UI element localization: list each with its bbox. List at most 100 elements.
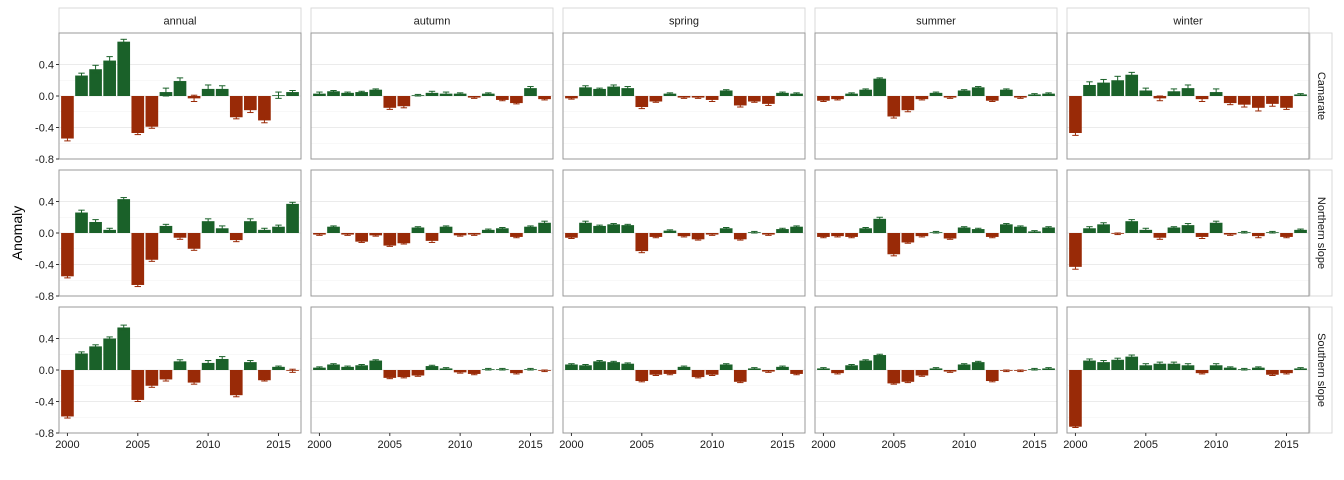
error-bar-2007 bbox=[162, 87, 170, 97]
bar-2001 bbox=[831, 96, 844, 100]
bar-2013 bbox=[496, 96, 509, 100]
bar-2010 bbox=[957, 227, 971, 233]
error-bar-2010 bbox=[1212, 220, 1220, 225]
bar-2006 bbox=[649, 233, 663, 237]
error-bar-2010 bbox=[456, 371, 464, 374]
error-bar-2004 bbox=[120, 324, 127, 331]
bar-2006 bbox=[1153, 233, 1167, 238]
bar-2011 bbox=[215, 358, 229, 370]
error-bar-2000 bbox=[1072, 425, 1079, 428]
bar-2013 bbox=[244, 221, 257, 233]
bar-2002 bbox=[593, 225, 606, 233]
error-bar-2006 bbox=[904, 380, 912, 384]
error-bar-2006 bbox=[1156, 235, 1164, 240]
error-bar-2011 bbox=[723, 363, 730, 366]
error-bar-2005 bbox=[386, 244, 393, 247]
bar-2012 bbox=[229, 96, 243, 118]
error-bar-2013 bbox=[499, 226, 506, 230]
error-bar-2002 bbox=[848, 92, 855, 95]
error-bar-2013 bbox=[1255, 234, 1262, 239]
bar-2005 bbox=[383, 96, 397, 108]
bar-2006 bbox=[145, 233, 159, 260]
error-bar-2011 bbox=[219, 356, 226, 362]
error-bar-2011 bbox=[1227, 366, 1234, 369]
bar-2016 bbox=[1042, 227, 1055, 233]
error-bar-2001 bbox=[582, 220, 589, 225]
error-bar-2009 bbox=[190, 380, 198, 385]
error-bar-2014 bbox=[1017, 225, 1024, 228]
error-bar-2015 bbox=[779, 365, 786, 369]
error-bar-2015 bbox=[1283, 371, 1290, 375]
panel-border bbox=[814, 306, 1058, 434]
error-bar-2000 bbox=[568, 363, 575, 366]
bar-2009 bbox=[187, 233, 201, 249]
bar-2004 bbox=[117, 41, 131, 96]
panel-northern-slope-spring bbox=[562, 169, 806, 297]
bar-2005 bbox=[131, 233, 145, 285]
error-bar-2015 bbox=[779, 227, 786, 231]
bar-2001 bbox=[579, 365, 592, 370]
error-bar-2002 bbox=[596, 360, 603, 363]
error-bar-2011 bbox=[219, 225, 226, 232]
panel-northern-slope-winter bbox=[1066, 169, 1310, 297]
error-bar-2004 bbox=[876, 77, 883, 80]
bar-2007 bbox=[915, 96, 929, 100]
error-bar-2010 bbox=[204, 360, 212, 366]
error-bar-2013 bbox=[499, 98, 506, 102]
x-tick-label: 2000 bbox=[559, 439, 583, 451]
error-bar-2000 bbox=[64, 274, 71, 279]
error-bar-2012 bbox=[737, 238, 744, 241]
bar-2001 bbox=[579, 222, 592, 233]
error-bar-2008 bbox=[1184, 363, 1192, 368]
error-bar-2002 bbox=[848, 235, 855, 239]
bar-2003 bbox=[355, 365, 368, 370]
error-bar-2014 bbox=[513, 235, 520, 239]
panel-border bbox=[310, 306, 554, 434]
error-bar-2002 bbox=[848, 363, 855, 367]
bar-2010 bbox=[1209, 222, 1223, 233]
error-bar-2012 bbox=[1241, 367, 1248, 371]
bar-2000 bbox=[61, 96, 74, 139]
x-tick-label: 2005 bbox=[882, 439, 906, 451]
error-bar-2009 bbox=[1198, 234, 1206, 240]
error-bar-2008 bbox=[680, 365, 688, 369]
error-bar-2011 bbox=[723, 226, 730, 230]
bar-2000 bbox=[61, 370, 74, 417]
x-tick-label: 2000 bbox=[811, 439, 835, 451]
error-bar-2014 bbox=[513, 101, 520, 105]
error-bar-2004 bbox=[372, 88, 379, 91]
bar-2000 bbox=[1069, 96, 1082, 134]
bar-2008 bbox=[425, 233, 439, 241]
error-bar-2013 bbox=[751, 100, 758, 103]
error-bar-2004 bbox=[372, 359, 379, 362]
bar-2005 bbox=[1139, 365, 1153, 370]
error-bar-2012 bbox=[989, 99, 996, 103]
error-bar-2008 bbox=[428, 238, 436, 243]
bar-2012 bbox=[985, 96, 999, 101]
y-tick-label: -0.4 bbox=[35, 123, 54, 135]
error-bar-2014 bbox=[1017, 96, 1024, 99]
bar-2015 bbox=[776, 92, 789, 96]
y-tick-label: 0.4 bbox=[39, 60, 54, 72]
panel-border bbox=[1066, 306, 1310, 434]
x-tick-label: 2015 bbox=[770, 439, 794, 451]
error-bar-2012 bbox=[485, 92, 492, 95]
error-bar-2002 bbox=[1100, 78, 1107, 87]
bar-2006 bbox=[901, 233, 915, 243]
row-strip-label-southern-slope: Southern slope bbox=[1315, 333, 1327, 407]
error-bar-2001 bbox=[834, 97, 841, 101]
error-bar-2012 bbox=[1241, 101, 1248, 108]
error-bar-2011 bbox=[471, 372, 478, 376]
bar-2010 bbox=[705, 370, 719, 375]
x-tick-label: 2000 bbox=[307, 439, 331, 451]
bar-2010 bbox=[1209, 365, 1223, 370]
bar-2000 bbox=[817, 96, 830, 101]
y-axis-label: Anomaly bbox=[9, 206, 25, 260]
y-tick-label: -0.4 bbox=[35, 260, 54, 272]
bar-2015 bbox=[776, 229, 789, 233]
error-bar-2015 bbox=[1283, 235, 1290, 239]
bar-2006 bbox=[397, 233, 411, 244]
bar-2000 bbox=[565, 364, 578, 370]
x-tick-label: 2015 bbox=[266, 439, 290, 451]
bar-2010 bbox=[201, 362, 215, 370]
